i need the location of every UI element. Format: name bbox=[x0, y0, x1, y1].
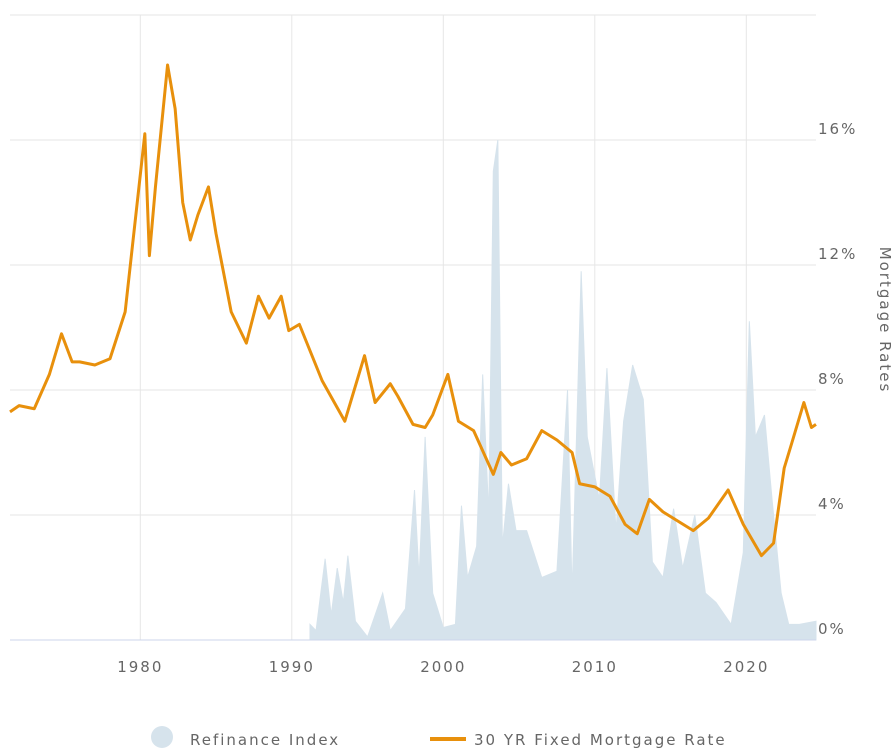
x-tick-label: 2020 bbox=[723, 658, 769, 676]
refinance-area bbox=[309, 139, 817, 641]
y-tick-label: 12% bbox=[818, 245, 857, 263]
x-tick-label: 2000 bbox=[420, 658, 466, 676]
legend-label: 30 YR Fixed Mortgage Rate bbox=[474, 731, 727, 749]
x-tick-label: 1990 bbox=[269, 658, 315, 676]
y-tick-label: 8% bbox=[818, 370, 846, 388]
legend-label: Refinance Index bbox=[190, 731, 340, 749]
x-tick-label: 2010 bbox=[572, 658, 618, 676]
legend-marker bbox=[151, 726, 173, 748]
x-tick-label: 1980 bbox=[117, 658, 163, 676]
y-axis-label: Mortgage Rates bbox=[876, 247, 894, 394]
y-tick-label: 4% bbox=[818, 495, 846, 513]
mortgage-line bbox=[9, 63, 817, 558]
y-tick-label: 0% bbox=[818, 620, 846, 638]
y-tick-label: 16% bbox=[818, 120, 857, 138]
